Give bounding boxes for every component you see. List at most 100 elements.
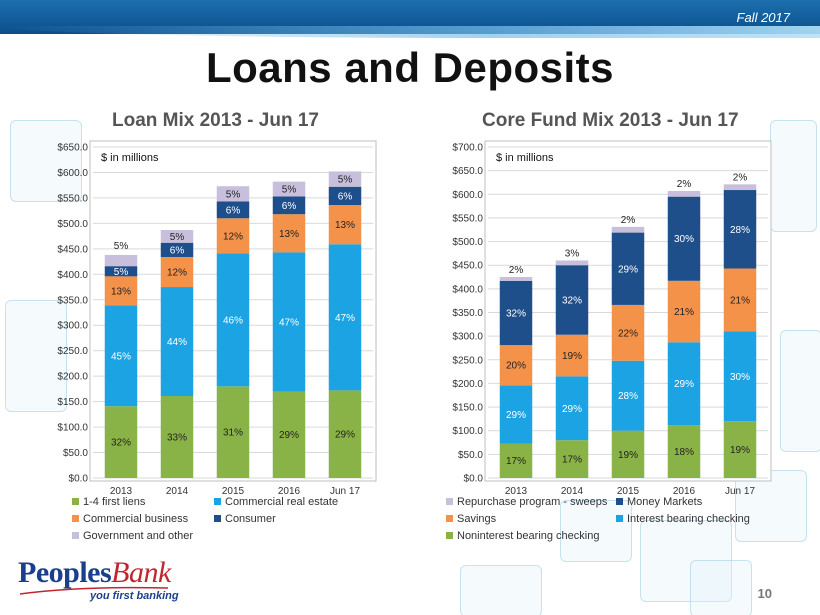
bar-segment bbox=[555, 334, 589, 377]
data-label: 5% bbox=[338, 175, 353, 186]
legend-item: Noninterest bearing checking bbox=[446, 530, 599, 542]
legend-label: Commercial business bbox=[83, 513, 189, 525]
logo-name-part2: Bank bbox=[111, 556, 171, 589]
logo-name-part1: Peoples bbox=[18, 556, 112, 589]
bar-segment bbox=[160, 230, 194, 243]
data-label: 45% bbox=[111, 351, 131, 362]
y-tick-label: $500.0 bbox=[57, 219, 88, 230]
bar-segment bbox=[667, 342, 701, 426]
data-label: 21% bbox=[674, 307, 694, 318]
y-tick-label: $250.0 bbox=[452, 355, 483, 366]
legend-swatch bbox=[72, 497, 79, 505]
data-label: 31% bbox=[223, 428, 243, 439]
bar-segment bbox=[555, 265, 589, 335]
bar-segment bbox=[499, 443, 533, 478]
x-tick-label: 2016 bbox=[673, 486, 696, 497]
peoples-bank-logo: PeoplesBank you first banking bbox=[18, 556, 179, 602]
x-tick-label: 2016 bbox=[278, 486, 301, 497]
data-label: 6% bbox=[170, 245, 185, 256]
y-tick-label: $350.0 bbox=[57, 295, 88, 306]
bar-segment bbox=[272, 181, 306, 197]
bar-segment bbox=[723, 190, 757, 269]
data-label: 28% bbox=[730, 225, 750, 236]
y-tick-label: $700.0 bbox=[452, 143, 483, 154]
legend-item: Savings bbox=[446, 513, 496, 525]
bar-segment bbox=[160, 256, 194, 288]
bar-segment bbox=[328, 390, 362, 478]
legend-label: 1-4 first liens bbox=[83, 496, 146, 508]
legend-swatch bbox=[446, 514, 453, 522]
data-label: 30% bbox=[674, 234, 694, 245]
data-label: 19% bbox=[562, 351, 582, 362]
bar-segment bbox=[216, 186, 250, 202]
bar-segment bbox=[499, 345, 533, 386]
legend-label: Savings bbox=[457, 513, 497, 525]
data-label: 12% bbox=[223, 231, 243, 242]
legend-label: Noninterest bearing checking bbox=[457, 530, 600, 542]
data-label: 5% bbox=[226, 189, 241, 200]
bar-segment bbox=[328, 186, 362, 206]
legend-label: Consumer bbox=[225, 513, 276, 525]
data-label: 6% bbox=[282, 201, 297, 212]
bar-segment bbox=[160, 287, 194, 397]
bar-segment bbox=[723, 184, 757, 191]
bar-segment bbox=[272, 214, 306, 253]
decorative-square bbox=[780, 330, 820, 452]
y-tick-label: $0.0 bbox=[69, 474, 89, 485]
decorative-square bbox=[770, 120, 817, 232]
bar-segment bbox=[499, 280, 533, 346]
slide-title: Loans and Deposits bbox=[205, 44, 615, 91]
y-tick-label: $400.0 bbox=[452, 284, 483, 295]
y-tick-label: $150.0 bbox=[452, 403, 483, 414]
bar-segment bbox=[723, 421, 757, 478]
bar-segment bbox=[611, 360, 645, 431]
legend-swatch bbox=[616, 497, 623, 505]
bar-segment bbox=[272, 391, 306, 478]
bar-segment bbox=[667, 425, 701, 478]
bar-segment bbox=[216, 201, 250, 219]
bar-segment bbox=[216, 253, 250, 387]
data-label: 5% bbox=[114, 267, 129, 278]
legend-swatch bbox=[214, 514, 221, 522]
y-tick-label: $650.0 bbox=[57, 143, 88, 154]
bar-segment bbox=[667, 196, 701, 281]
bar-segment bbox=[667, 190, 701, 197]
legend-item: Government and other bbox=[72, 530, 193, 542]
data-label: 13% bbox=[111, 286, 131, 297]
legend-swatch bbox=[214, 497, 221, 505]
data-label: 13% bbox=[335, 220, 355, 231]
data-label: 20% bbox=[506, 361, 526, 372]
data-label: 12% bbox=[167, 268, 187, 279]
bar-segment bbox=[104, 305, 138, 407]
decorative-square bbox=[460, 565, 542, 615]
loan-mix-chart: $0.0 $50.0 $100.0 $150.0 $200.0 $250.0 $300.0 $… bbox=[57, 140, 377, 497]
y-tick-label: $50.0 bbox=[63, 448, 88, 459]
data-label: 3% bbox=[565, 248, 580, 259]
core-fund-mix-chart: $0.0 $50.0 $100.0 $150.0 $200.0 $250.0 $300.0 $… bbox=[452, 140, 772, 497]
y-tick-label: $200.0 bbox=[57, 372, 88, 383]
decorative-square bbox=[560, 500, 632, 562]
bar-segment bbox=[555, 376, 589, 441]
bar-segment bbox=[555, 440, 589, 478]
data-label: 6% bbox=[226, 205, 241, 216]
y-tick-label: $600.0 bbox=[57, 168, 88, 179]
y-tick-label: $600.0 bbox=[452, 190, 483, 201]
bar-segment bbox=[328, 205, 362, 245]
y-tick-label: $450.0 bbox=[57, 244, 88, 255]
page-number: 10 bbox=[757, 586, 772, 601]
y-tick-label: $350.0 bbox=[452, 308, 483, 319]
data-label: 2% bbox=[621, 215, 636, 226]
logo-tagline: you first banking bbox=[90, 590, 179, 602]
y-tick-label: $0.0 bbox=[464, 474, 484, 485]
bar-segment bbox=[499, 385, 533, 444]
bar-segment bbox=[104, 254, 138, 267]
logo-swash-icon bbox=[19, 586, 169, 595]
legend-item: Interest bearing checking bbox=[616, 513, 750, 525]
y-tick-label: $100.0 bbox=[57, 423, 88, 434]
data-label: 17% bbox=[506, 456, 526, 467]
x-tick-label: Jun 17 bbox=[330, 486, 360, 497]
unit-note: $ in millions bbox=[101, 152, 159, 164]
data-label: 29% bbox=[618, 264, 638, 275]
decorative-square bbox=[735, 470, 807, 542]
unit-note: $ in millions bbox=[496, 152, 554, 164]
